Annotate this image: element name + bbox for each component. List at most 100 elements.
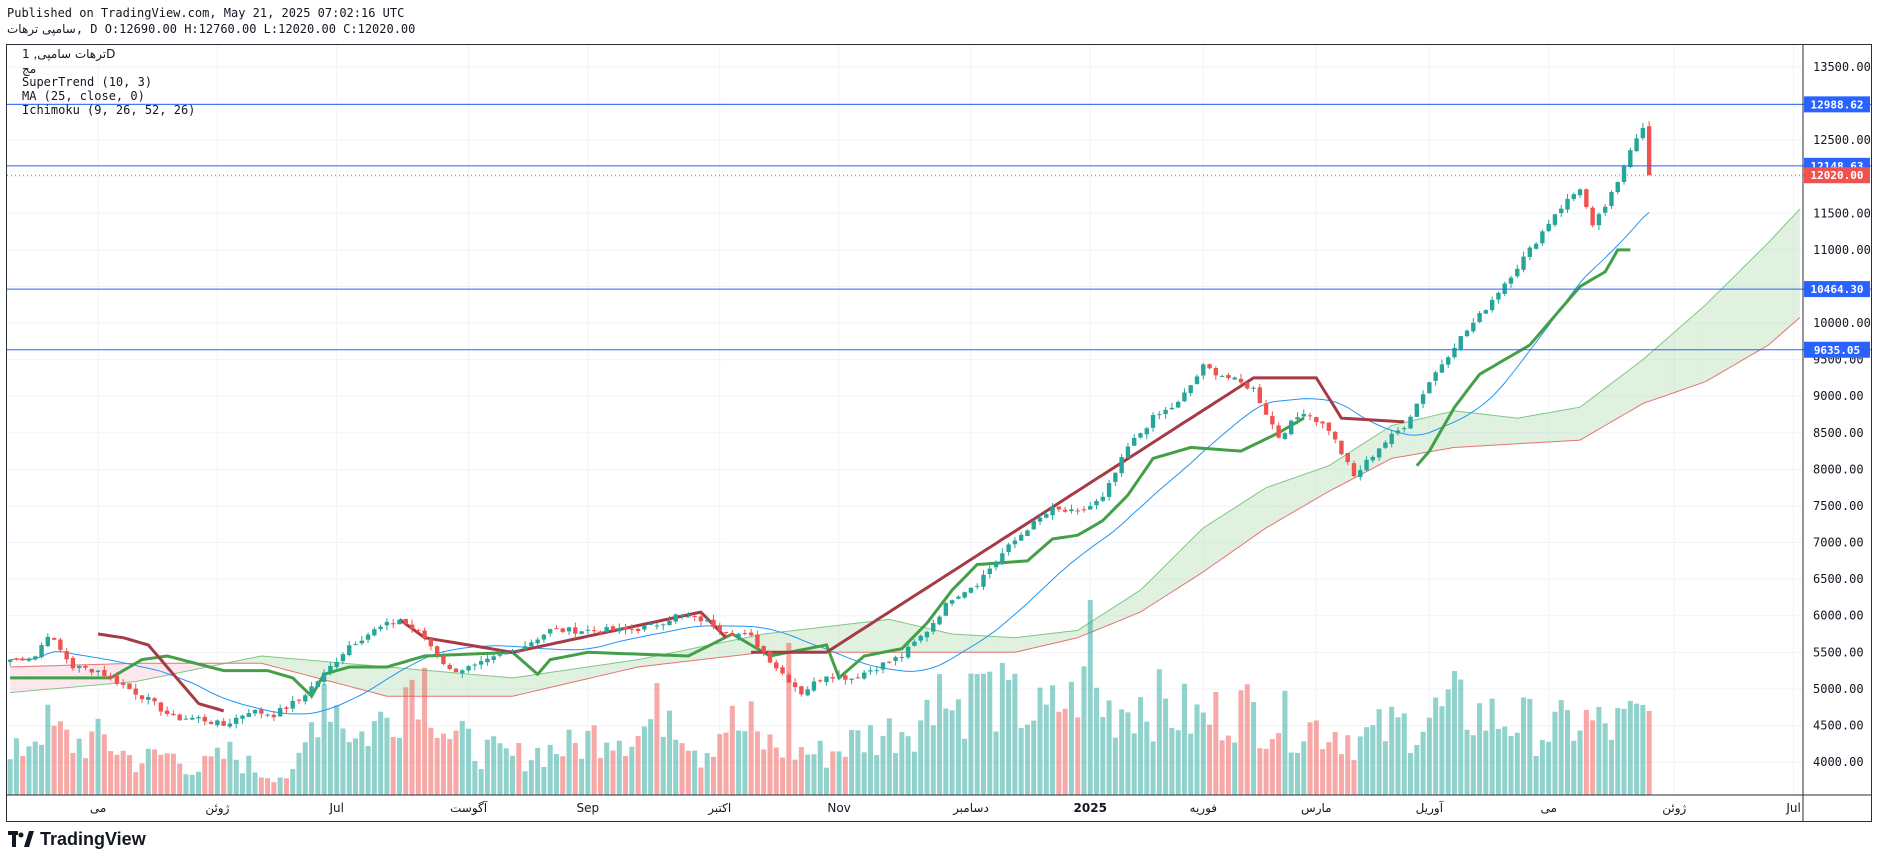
candle-body — [887, 661, 892, 663]
ichimoku-cloud-segment — [1762, 242, 1769, 349]
volume-bar — [1043, 704, 1049, 795]
candle-body — [918, 635, 923, 641]
ichimoku-cloud-segment — [1291, 476, 1298, 514]
volume-bar — [623, 755, 629, 795]
volume-bar — [685, 750, 691, 795]
ichimoku-cloud-segment — [726, 640, 733, 657]
candle-body — [1527, 247, 1533, 257]
ichimoku-cloud-segment — [292, 658, 300, 674]
ichimoku-cloud-segment — [1730, 273, 1738, 367]
ichimoku-cloud-segment — [1580, 402, 1587, 441]
volume-bar — [1062, 708, 1068, 795]
volume-bar — [1332, 731, 1338, 795]
ichimoku-cloud-segment — [148, 663, 155, 680]
volume-bar — [346, 742, 352, 795]
ichimoku-cloud-segment — [1284, 478, 1292, 517]
candle-body — [1483, 310, 1489, 314]
candle-body — [993, 561, 999, 568]
candle-body — [1119, 457, 1124, 474]
volume-bar — [798, 747, 804, 795]
volume-bar — [1439, 706, 1445, 795]
ichimoku-cloud-segment — [1171, 552, 1179, 592]
x-tick-label: فوریه — [1190, 801, 1218, 816]
volume-bar — [1056, 711, 1062, 795]
volume-bar — [170, 753, 176, 795]
volume-bar — [660, 736, 666, 795]
volume-bar — [403, 687, 409, 795]
volume-bar — [937, 674, 943, 795]
volume-bar — [1382, 741, 1388, 795]
ichimoku-cloud-segment — [1454, 410, 1461, 448]
candle-body — [956, 596, 961, 599]
ichimoku-cloud-segment — [1473, 413, 1480, 447]
ichimoku-cloud-segment — [1498, 415, 1505, 445]
tradingview-logo[interactable]: TradingView — [8, 828, 146, 850]
candle-body — [1540, 231, 1545, 244]
candle-body — [1006, 544, 1011, 552]
candle-body — [303, 695, 308, 702]
ichimoku-cloud-segment — [273, 657, 281, 669]
volume-bar — [535, 747, 541, 795]
volume-bar — [1112, 737, 1118, 795]
volume-bar — [1307, 722, 1313, 795]
supertrend-up-line — [10, 416, 1305, 699]
volume-bar — [560, 756, 566, 795]
ichimoku-cloud-segment — [795, 629, 802, 653]
ichimoku-cloud-segment — [98, 664, 105, 685]
volume-bar — [1458, 679, 1464, 795]
candle-body — [45, 636, 51, 647]
candle-body — [164, 710, 170, 714]
volume-bar — [1546, 741, 1552, 795]
volume-bar — [76, 738, 82, 795]
candle-body — [1132, 437, 1137, 446]
ichimoku-cloud-segment — [1749, 255, 1756, 356]
volume-bar — [754, 731, 760, 795]
candle-body — [1188, 385, 1193, 394]
x-tick-label: Jul — [1785, 801, 1800, 815]
candle-body — [786, 674, 792, 683]
ichimoku-cloud-segment — [1397, 422, 1405, 458]
volume-bar — [717, 734, 723, 795]
volume-bar — [861, 752, 867, 795]
candle-body — [617, 627, 622, 632]
ichimoku-cloud-segment — [1215, 515, 1223, 564]
candle-body — [196, 717, 201, 719]
last-price-tag-bg — [1804, 167, 1870, 184]
candle-body — [893, 657, 898, 661]
ichimoku-cloud-segment — [368, 665, 375, 693]
candle-body — [792, 682, 798, 688]
ichimoku-cloud-segment — [1479, 413, 1486, 446]
ichimoku-cloud-segment — [1065, 631, 1072, 641]
chart-frame[interactable]: 4000.00 4500.00 5000.00 5500.00 6000.00 6500.… — [6, 44, 1872, 822]
ichimoku-cloud-segment — [1598, 388, 1606, 430]
ichimoku-cloud-segment — [713, 642, 720, 659]
volume-bar — [1627, 700, 1633, 795]
ichimoku-cloud-segment — [1718, 286, 1725, 375]
candle-body — [855, 677, 861, 679]
volume-bar — [101, 734, 107, 795]
candle-body — [20, 658, 25, 661]
legend-supertrend[interactable]: SuperTrend (10, 3) — [22, 75, 153, 89]
candle-body — [1571, 194, 1576, 200]
candle-body — [1383, 442, 1388, 448]
legend-ma[interactable]: MA (25, close, 0) — [22, 89, 145, 103]
candle-body — [573, 627, 578, 634]
ichimoku-cloud-segment — [1102, 610, 1110, 628]
candle-body — [648, 624, 653, 626]
volume-bar — [830, 751, 836, 795]
ichimoku-cloud-segment — [1146, 577, 1154, 609]
volume-bar — [447, 739, 453, 795]
candle-body — [755, 634, 760, 648]
volume-bar — [1100, 717, 1106, 795]
ichimoku-cloud-segment — [587, 666, 595, 679]
ichimoku-cloud-segment — [625, 660, 632, 670]
volume-bar — [1232, 742, 1238, 795]
candle-body — [1602, 206, 1608, 213]
candle-body — [510, 650, 515, 652]
volume-bar — [484, 739, 490, 795]
ichimoku-cloud-segment — [1322, 465, 1329, 495]
volume-bar — [252, 772, 258, 795]
ichimoku-cloud-segment — [311, 660, 318, 679]
price-chart[interactable]: 4000.00 4500.00 5000.00 5500.00 6000.00 6500.… — [7, 45, 1871, 821]
legend-ichimoku[interactable]: Ichimoku (9, 26, 52, 26) — [22, 103, 196, 117]
